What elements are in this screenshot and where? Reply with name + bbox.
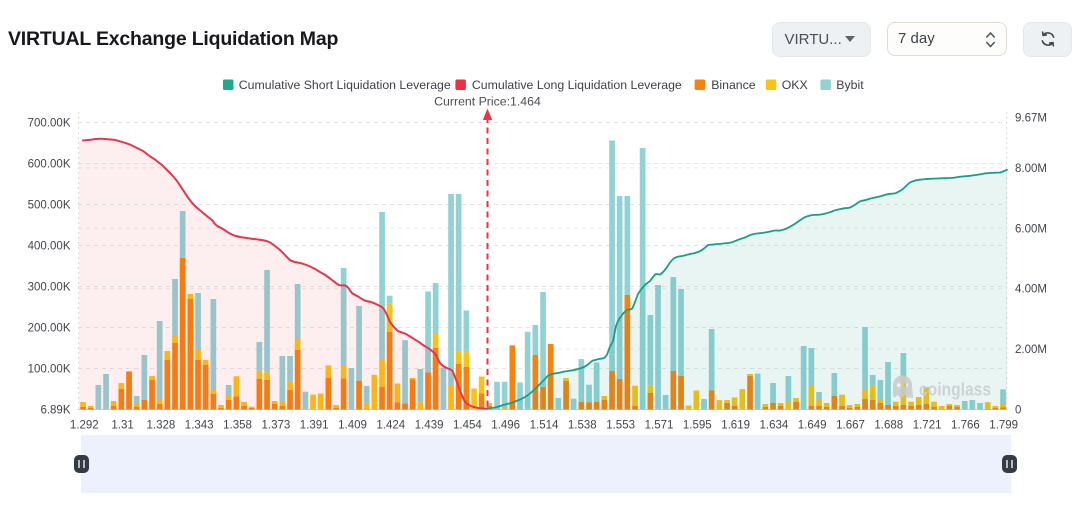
svg-text:1.571: 1.571 [645,420,674,432]
svg-text:1.553: 1.553 [606,420,635,432]
svg-text:Binance: Binance [711,78,756,92]
svg-text:100.00K: 100.00K [28,364,71,376]
svg-text:1.766: 1.766 [951,420,980,432]
svg-text:500.00K: 500.00K [28,200,71,212]
svg-text:400.00K: 400.00K [28,241,71,253]
svg-text:Bybit: Bybit [836,78,864,92]
svg-text:OKX: OKX [782,78,808,92]
svg-text:1.358: 1.358 [223,420,252,432]
svg-text:1.799: 1.799 [989,420,1018,432]
svg-text:9.67M: 9.67M [1015,113,1047,125]
svg-text:1.688: 1.688 [874,420,903,432]
svg-text:Cumulative Long Liquidation Le: Cumulative Long Liquidation Leverage [472,78,682,92]
svg-text:600.00K: 600.00K [28,159,71,171]
svg-text:1.31: 1.31 [111,420,133,432]
svg-text:1.373: 1.373 [262,420,291,432]
svg-text:2.00M: 2.00M [1015,344,1047,356]
svg-text:1.409: 1.409 [338,420,367,432]
svg-text:0: 0 [1015,405,1021,417]
svg-text:1.721: 1.721 [913,420,942,432]
svg-text:1.595: 1.595 [683,420,712,432]
svg-text:8.00M: 8.00M [1015,163,1047,175]
svg-text:1.538: 1.538 [568,420,597,432]
svg-text:1.496: 1.496 [491,420,520,432]
svg-text:1.439: 1.439 [415,420,444,432]
svg-text:1.292: 1.292 [70,420,99,432]
svg-text:1.649: 1.649 [798,420,827,432]
svg-text:Current Price:1.464: Current Price:1.464 [434,95,541,109]
svg-text:coinglass: coinglass [919,379,991,400]
svg-text:1.634: 1.634 [760,420,789,432]
svg-text:1.667: 1.667 [836,420,865,432]
svg-text:1.424: 1.424 [376,420,405,432]
svg-text:6.89K: 6.89K [40,405,70,417]
svg-text:1.343: 1.343 [185,420,214,432]
svg-text:4.00M: 4.00M [1015,284,1047,296]
svg-text:6.00M: 6.00M [1015,223,1047,235]
svg-text:300.00K: 300.00K [28,282,71,294]
svg-text:200.00K: 200.00K [28,323,71,335]
svg-text:700.00K: 700.00K [28,118,71,130]
svg-text:1.328: 1.328 [147,420,176,432]
svg-text:1.619: 1.619 [721,420,750,432]
svg-text:1.514: 1.514 [530,420,559,432]
svg-text:1.391: 1.391 [300,420,329,432]
svg-text:1.454: 1.454 [453,420,482,432]
svg-text:Cumulative Short Liquidation L: Cumulative Short Liquidation Leverage [239,78,451,92]
